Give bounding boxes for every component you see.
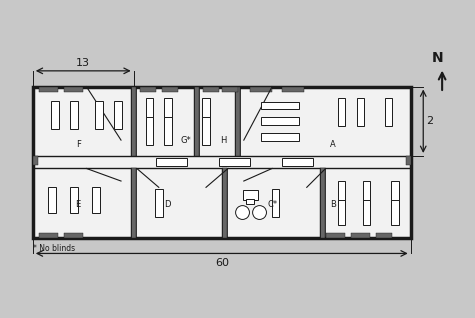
Bar [140, 86, 156, 92]
Text: A: A [330, 140, 336, 149]
Bar [320, 169, 325, 238]
Bar [338, 200, 345, 225]
Bar [385, 98, 392, 126]
Bar [357, 98, 364, 126]
Text: C*: C* [268, 200, 278, 209]
Text: G*: G* [180, 136, 191, 146]
Bar [70, 187, 77, 212]
Bar [338, 181, 345, 206]
Bar [406, 156, 411, 165]
Bar [51, 101, 59, 129]
Bar [33, 86, 411, 238]
Bar [202, 98, 210, 126]
Bar [70, 101, 77, 129]
Bar [261, 133, 299, 141]
Bar [164, 116, 172, 145]
Bar [48, 187, 56, 212]
Bar [64, 233, 83, 238]
Bar [39, 86, 58, 92]
Bar [247, 199, 254, 204]
Bar [131, 86, 136, 156]
Text: N: N [431, 51, 443, 65]
Bar [203, 86, 218, 92]
Bar [326, 233, 344, 238]
Circle shape [236, 206, 249, 219]
Bar [222, 169, 228, 238]
Text: 2: 2 [427, 116, 434, 126]
Bar [391, 181, 399, 206]
Bar [162, 86, 178, 92]
Circle shape [253, 206, 266, 219]
Bar [145, 116, 153, 145]
Text: D: D [164, 200, 170, 209]
Bar [202, 116, 210, 145]
Bar [282, 86, 304, 92]
Text: H: H [220, 136, 227, 146]
Bar [282, 158, 313, 166]
Bar [261, 117, 299, 125]
Text: * No blinds: * No blinds [33, 244, 75, 253]
Bar [235, 86, 240, 156]
Bar [64, 86, 83, 92]
Bar [164, 98, 172, 126]
Bar [145, 98, 153, 126]
Bar [272, 189, 279, 217]
Bar [261, 102, 299, 109]
Bar [243, 190, 258, 200]
Bar [363, 181, 371, 206]
Bar [95, 101, 103, 129]
Bar [114, 101, 122, 129]
Bar [39, 233, 58, 238]
Bar [155, 189, 162, 217]
Text: 60: 60 [215, 259, 229, 268]
Bar [33, 156, 38, 165]
Bar [194, 86, 199, 156]
Bar [351, 233, 370, 238]
Bar [92, 187, 100, 212]
Bar [218, 158, 250, 166]
Text: F: F [76, 140, 81, 149]
Bar [156, 158, 187, 166]
Bar [222, 86, 238, 92]
Bar [376, 233, 392, 238]
Text: E: E [76, 200, 81, 209]
Bar [391, 200, 399, 225]
Bar [338, 98, 345, 126]
Bar [250, 86, 272, 92]
Bar [131, 169, 136, 238]
Text: 13: 13 [76, 58, 90, 68]
Bar [363, 200, 371, 225]
Text: B: B [330, 200, 336, 209]
